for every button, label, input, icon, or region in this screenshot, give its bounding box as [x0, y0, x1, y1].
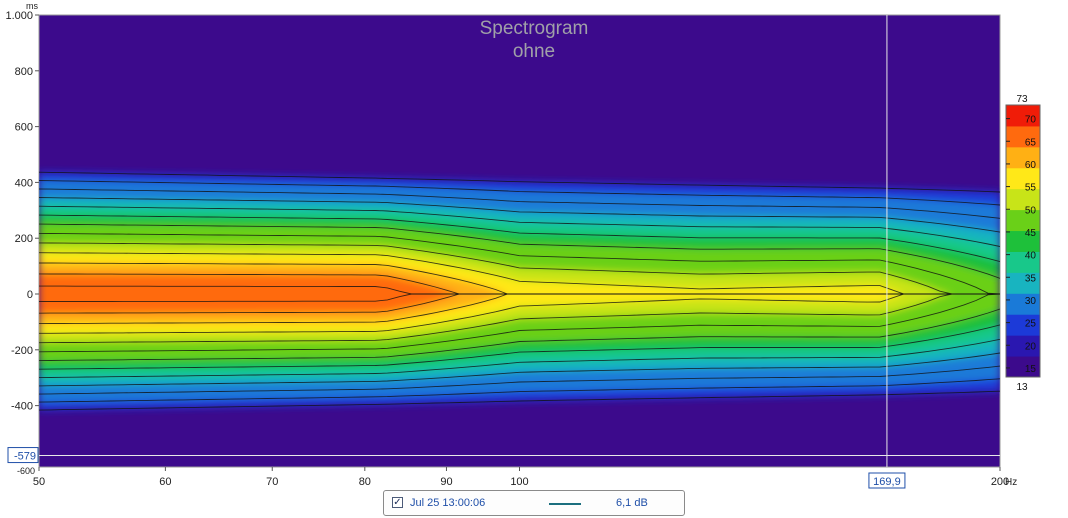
contour-bottom-24 [39, 378, 1000, 403]
colorbar-tick-label: 40 [1025, 251, 1037, 262]
x-tick-label: 90 [440, 476, 452, 488]
y-tick-label: 0 [27, 289, 33, 301]
series-legend: ✓ Jul 25 13:00:06 6,1 dB [383, 490, 685, 516]
x-axis: 50 60 70 80 90 100 200 [33, 467, 1009, 488]
cursor-layer[interactable]: 169,9 -579 [7, 15, 1000, 489]
contour-top-56 [39, 252, 1000, 295]
x-tick-label: 80 [359, 476, 371, 488]
x-cursor-value: 169,9 [873, 476, 901, 488]
colorbar-min-label: 13 [1016, 382, 1028, 393]
colorbar-frame [1005, 104, 1041, 378]
x-tick-label: 100 [510, 476, 528, 488]
contour-top-24 [39, 180, 1000, 206]
contour-bottom-56 [39, 293, 1000, 334]
x-unit-label: Hz [1005, 477, 1017, 488]
x-tick-label: 60 [159, 476, 171, 488]
chart-title: Spectrogram [480, 18, 589, 39]
colorbar-tick-label: 50 [1025, 205, 1037, 216]
contour-bottom-40 [39, 324, 1000, 370]
colorbar-swatch [1006, 209, 1040, 232]
colorbar-tick-label: 65 [1025, 137, 1037, 148]
contour-bottom-44 [39, 308, 1000, 362]
contour-bottom-32 [39, 352, 1000, 387]
contour-bottom-28 [39, 365, 1000, 395]
contour-top-36 [39, 205, 1000, 247]
x-tick-label: 50 [33, 476, 45, 488]
contour-bottom-20 [39, 390, 1000, 411]
y-tick-label: -400 [11, 401, 33, 413]
colorbar-tick-label: 30 [1025, 296, 1037, 307]
colorbar-tick-label: 70 [1025, 115, 1037, 126]
y-tick-label: 600 [15, 122, 33, 134]
heat-band-68 [39, 286, 1000, 302]
contour-top-44 [39, 223, 1000, 279]
colorbar-tick-label: 15 [1025, 364, 1037, 375]
y-cursor-value: -579 [14, 451, 36, 463]
y-tick-label: 200 [15, 233, 33, 245]
y-bottom-clipped-label: -600 [17, 466, 35, 476]
colorbar-swatch [1006, 251, 1040, 273]
colorbar-tick-label: 20 [1025, 341, 1037, 352]
colorbar-swatch [1006, 293, 1040, 315]
contour-top-52 [39, 242, 1000, 295]
colorbar-swatch [1006, 335, 1040, 357]
contour-bottom-52 [39, 293, 1000, 344]
contour-bottom-36 [39, 338, 1000, 379]
colorbar-tick-label: 45 [1025, 228, 1037, 239]
heatmap-layer [39, 171, 1000, 411]
chart-subtitle: ohne [513, 41, 555, 62]
colorbar-swatch [1006, 188, 1040, 211]
y-cursor-badge [7, 447, 39, 464]
series-visibility-checkbox[interactable]: ✓ [392, 497, 403, 508]
series-value: 6,1 dB [616, 497, 648, 509]
colorbar-tick-label: 25 [1025, 319, 1037, 330]
colorbar-swatch [1006, 105, 1040, 127]
y-tick-label: 400 [15, 177, 33, 189]
colorbar-swatch [1006, 314, 1040, 336]
contour-top-40 [39, 214, 1000, 263]
contour-top-28 [39, 188, 1000, 219]
contour-top-48 [39, 232, 1000, 295]
series-line-swatch [549, 503, 581, 505]
series-name: Jul 25 13:00:06 [410, 497, 486, 509]
contour-bottom-48 [39, 293, 1000, 353]
colorbar-max-label: 73 [1016, 94, 1028, 105]
y-tick-label: -200 [11, 345, 33, 357]
x-tick-label: 70 [266, 476, 278, 488]
heat-band-64 [39, 273, 1000, 314]
colorbar-tick-label: 35 [1025, 273, 1037, 284]
colorbar-swatch [1006, 146, 1040, 169]
colorbar-tick-label: 60 [1025, 160, 1037, 171]
contour-top-32 [39, 197, 1000, 233]
x-cursor-badge [868, 472, 906, 489]
colorbar-swatch [1006, 230, 1040, 252]
colorbar-swatch [1006, 272, 1040, 294]
y-tick-label: 800 [15, 66, 33, 78]
contour-top-20 [39, 171, 1000, 193]
colorbar-swatch [1006, 125, 1040, 148]
y-axis: 1.000 800 600 400 200 0 -200 -400 [5, 10, 39, 413]
colorbar-swatch [1006, 167, 1040, 190]
contour-bottom-68 [39, 293, 1000, 302]
y-unit-label: ms [26, 1, 38, 11]
x-tick-label: 200 [991, 476, 1009, 488]
y-tick-label: 1.000 [5, 10, 33, 22]
colorbar-swatch [1006, 356, 1040, 378]
colorbar: 70 65 60 55 50 45 40 35 30 25 20 15 73 13 [1005, 94, 1041, 393]
colorbar-tick-label: 55 [1025, 183, 1037, 194]
